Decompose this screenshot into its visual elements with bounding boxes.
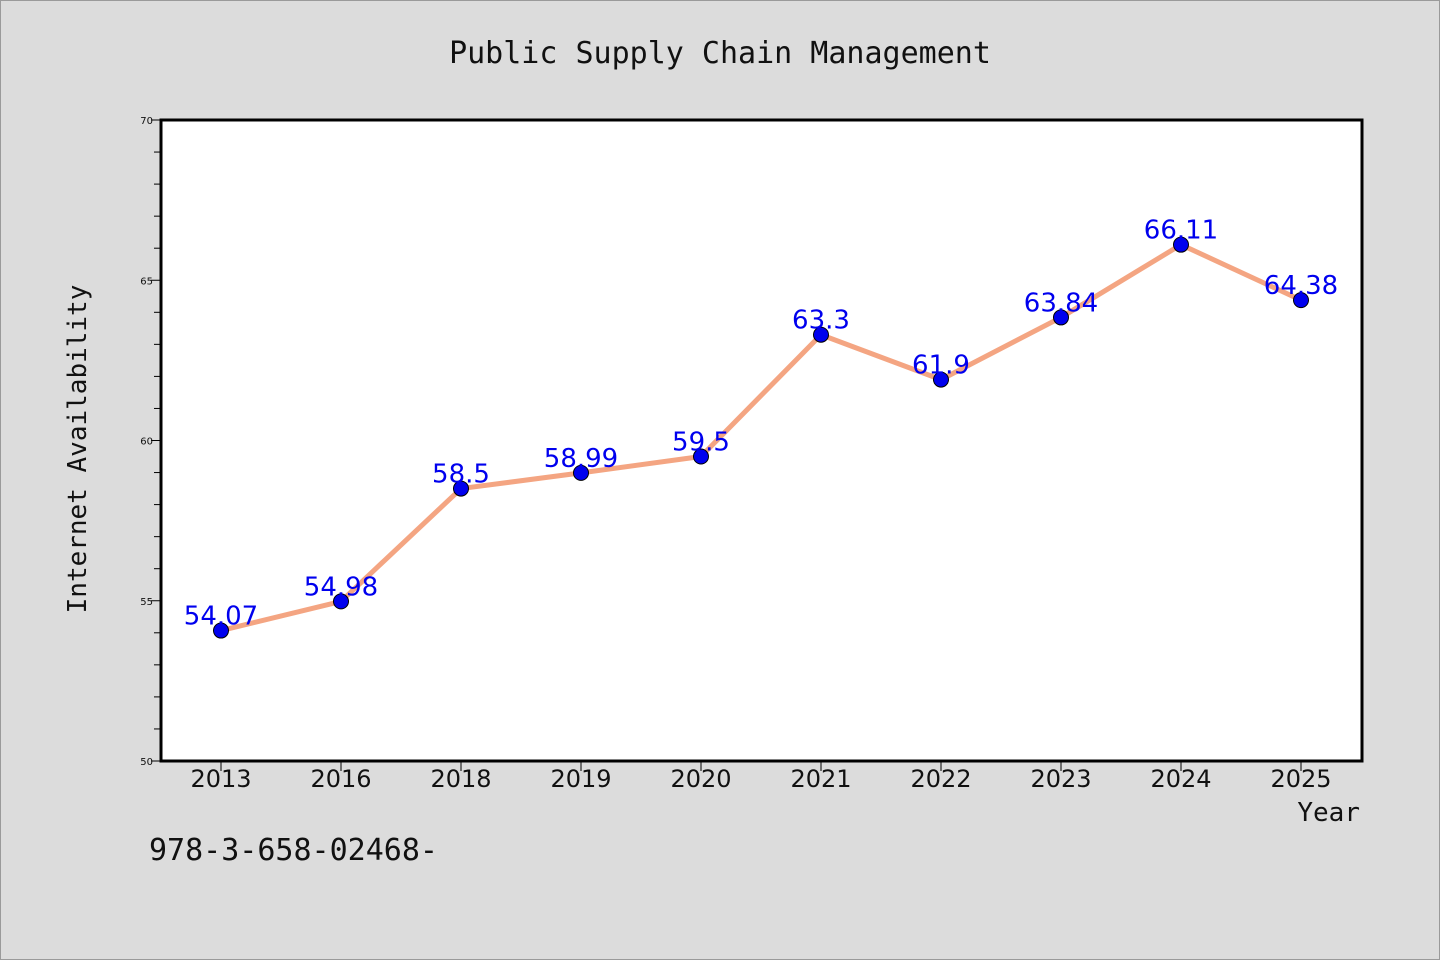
data-point <box>453 480 469 497</box>
x-tick-label: 2018 <box>430 765 491 793</box>
x-axis-label: Year <box>1297 798 1360 828</box>
x-tick-label: 2025 <box>1270 765 1331 793</box>
data-point <box>213 622 229 639</box>
y-tick-label: 70 <box>140 116 153 127</box>
footer-text: 978-3-658-02468- <box>149 833 438 868</box>
data-label: 63.84 <box>1024 288 1098 318</box>
data-point <box>1173 236 1189 253</box>
x-tick-label: 2020 <box>670 765 731 793</box>
x-tick-label: 2019 <box>550 765 611 793</box>
data-point <box>693 448 709 465</box>
data-label: 63.3 <box>792 306 850 336</box>
data-label: 58.5 <box>432 460 490 490</box>
series: 54.07 54.98 58.5 58.99 59.5 63.3 61.9 63.84 66.1… <box>184 216 1338 639</box>
data-label: 54.98 <box>304 572 378 602</box>
data-point <box>1293 292 1309 309</box>
data-point <box>573 464 589 481</box>
data-point <box>813 326 829 343</box>
x-tick-label: 2022 <box>910 765 971 793</box>
x-tick-label: 2013 <box>190 765 251 793</box>
data-point <box>333 593 349 610</box>
y-axis: 50 55 60 65 70 <box>140 116 161 768</box>
x-tick-label: 2024 <box>1150 765 1211 793</box>
y-tick-label: 55 <box>140 597 153 608</box>
data-label: 58.99 <box>544 444 618 474</box>
data-point <box>1053 309 1069 326</box>
x-tick-label: 2023 <box>1030 765 1091 793</box>
data-label: 61.9 <box>912 351 970 381</box>
data-label: 59.5 <box>672 428 730 458</box>
x-axis: 2013 2016 2018 2019 2020 2021 2022 2023 2024 2025 <box>190 761 1332 793</box>
data-label: 54.07 <box>184 602 258 632</box>
chart-title: Public Supply Chain Management <box>449 36 991 71</box>
data-point <box>933 371 949 388</box>
x-tick-label: 2016 <box>310 765 371 793</box>
y-tick-label: 65 <box>140 276 153 287</box>
y-tick-label: 60 <box>140 437 153 448</box>
series-line <box>218 242 1304 634</box>
y-axis-label: Internet Availability <box>63 285 93 614</box>
x-tick-label: 2021 <box>790 765 851 793</box>
data-label: 64.38 <box>1264 271 1338 301</box>
data-label: 66.11 <box>1144 216 1218 246</box>
plot-area <box>159 118 1364 763</box>
y-tick-label: 50 <box>140 757 153 768</box>
